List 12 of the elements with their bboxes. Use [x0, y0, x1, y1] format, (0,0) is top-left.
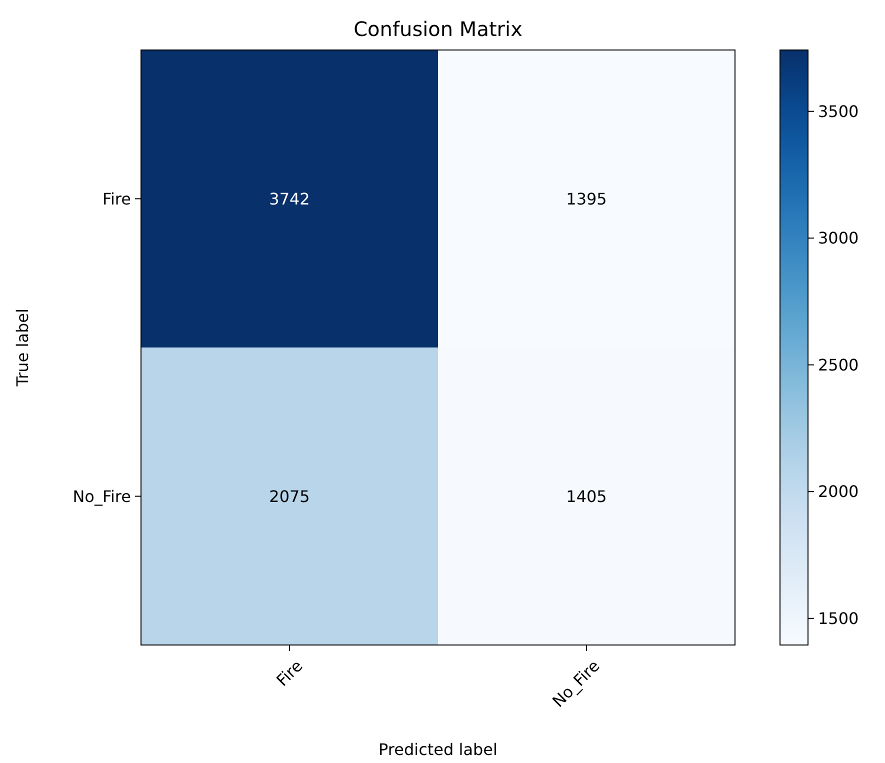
chart-title: Confusion Matrix: [354, 17, 523, 41]
color-bar-label: 1500: [818, 608, 859, 628]
y-axis-title: True label: [13, 308, 32, 388]
color-bar-label: 2500: [818, 355, 859, 374]
data-label: 1395: [566, 189, 607, 208]
data-label: 2075: [269, 486, 310, 506]
data-label: 1405: [566, 486, 607, 506]
x-axis-title: Predicted label: [378, 740, 498, 759]
data-label: 3742: [269, 189, 310, 208]
color-bar-label: 3500: [818, 102, 859, 121]
color-bar-label: 3000: [818, 228, 859, 248]
color-bar-label: 2000: [818, 482, 859, 502]
